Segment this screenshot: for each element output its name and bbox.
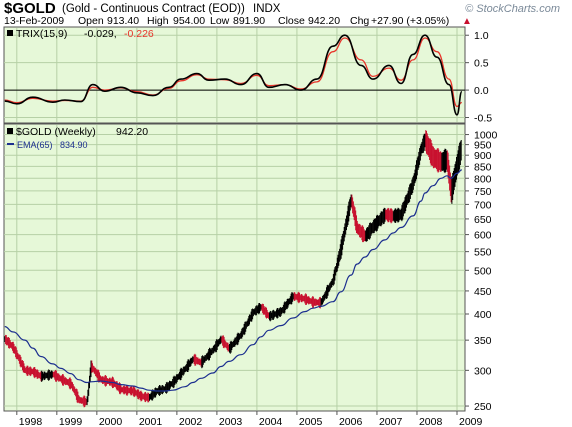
x-tick-label: 2004 bbox=[259, 416, 283, 427]
price-tick-label: 700 bbox=[474, 199, 492, 211]
price-legend-swatch bbox=[7, 128, 13, 134]
x-tick-label: 2006 bbox=[339, 416, 363, 427]
price-tick-label: 850 bbox=[474, 161, 492, 173]
chart-name: (Gold - Continuous Contract (EOD)) bbox=[62, 3, 245, 15]
trix-tick-label: -0.5 bbox=[474, 113, 492, 125]
price-tick-label: 350 bbox=[474, 335, 492, 347]
trix-tick-label: 1.0 bbox=[474, 30, 489, 42]
ema-label: EMA(65) bbox=[17, 140, 53, 150]
x-tick-label: 2007 bbox=[379, 416, 403, 427]
trix-signal-value: -0.226 bbox=[124, 28, 154, 40]
high-label: High bbox=[147, 15, 169, 27]
x-tick-label: 2000 bbox=[99, 416, 123, 427]
price-tick-label: 1000 bbox=[474, 130, 498, 142]
open-label: Open bbox=[78, 15, 104, 27]
low-value: 891.90 bbox=[233, 15, 265, 27]
trix-value: -0.029, bbox=[84, 28, 117, 40]
high-value: 954.00 bbox=[173, 15, 205, 27]
price-tick-label: 450 bbox=[474, 286, 492, 298]
x-tick-label: 1998 bbox=[19, 416, 43, 427]
chg-up-arrow-icon: ▲ bbox=[462, 16, 472, 27]
ema-value: 834.90 bbox=[60, 140, 88, 150]
trix-tick-label: 0.0 bbox=[474, 85, 489, 97]
trix-legend-swatch bbox=[7, 30, 13, 36]
x-tick-label: 2009 bbox=[459, 416, 483, 427]
chart-exchange: INDX bbox=[253, 3, 281, 15]
price-panel bbox=[3, 123, 466, 412]
trix-line bbox=[4, 34, 463, 116]
trix-label: TRIX(15,9) bbox=[16, 28, 67, 40]
x-tick-label: 2002 bbox=[179, 416, 203, 427]
price-tick-label: 300 bbox=[474, 365, 492, 377]
price-tick-label: 900 bbox=[474, 150, 492, 162]
price-tick-label: 650 bbox=[474, 214, 492, 226]
x-tick-label: 1999 bbox=[59, 416, 83, 427]
x-tick-label: 2008 bbox=[419, 416, 443, 427]
chart-symbol: $GOLD bbox=[4, 0, 56, 17]
watermark: © StockCharts.com bbox=[465, 3, 560, 15]
ema-line bbox=[4, 169, 462, 392]
price-tick-label: 500 bbox=[474, 265, 492, 277]
trix-tick-label: 0.5 bbox=[474, 58, 489, 70]
price-tick-label: 250 bbox=[474, 401, 492, 413]
x-tick-label: 2005 bbox=[299, 416, 323, 427]
chg-value: +27.90 (+3.05%) bbox=[371, 15, 449, 27]
price-value: 942.20 bbox=[116, 126, 148, 138]
trix-panel bbox=[3, 26, 466, 124]
price-label: $GOLD (Weekly) bbox=[16, 126, 96, 138]
open-value: 913.40 bbox=[107, 15, 139, 27]
chg-label: Chg bbox=[350, 15, 369, 27]
price-tick-label: 550 bbox=[474, 247, 492, 259]
price-tick-label: 750 bbox=[474, 186, 492, 198]
quote-date: 13-Feb-2009 bbox=[4, 15, 64, 27]
close-label: Close bbox=[278, 15, 305, 27]
price-tick-label: 950 bbox=[474, 140, 492, 152]
low-label: Low bbox=[210, 15, 230, 27]
close-value: 942.20 bbox=[308, 15, 340, 27]
x-tick-label: 2003 bbox=[219, 416, 243, 427]
price-tick-label: 400 bbox=[474, 309, 492, 321]
x-tick-label: 2001 bbox=[139, 416, 163, 427]
price-tick-label: 800 bbox=[474, 173, 492, 185]
price-tick-label: 600 bbox=[474, 230, 492, 242]
